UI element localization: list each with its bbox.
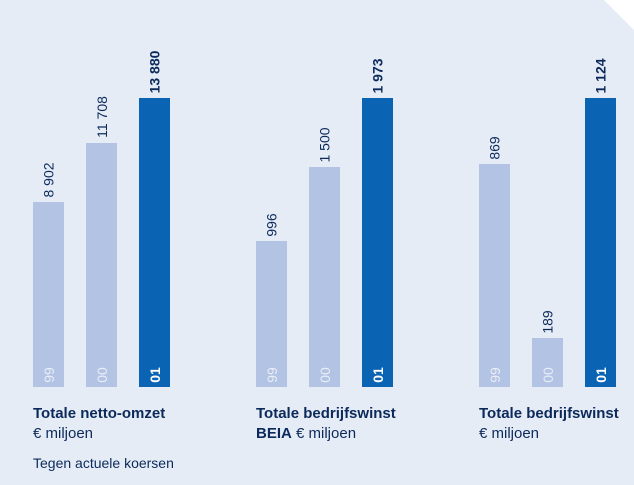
caption-unit: € miljoen [33,425,94,442]
caption-unit: € miljoen [479,425,540,442]
value-label: 996 [263,212,280,237]
year-label: 99 [486,367,503,383]
bar-00 [532,338,563,387]
bar-01 [362,98,393,387]
caption-title: Totale bedrijfswinst [256,405,396,422]
year-label: 00 [93,367,110,383]
value-label: 13 880 [146,50,163,93]
bar-99 [479,164,510,387]
year-label: 99 [263,367,280,383]
caption-netto-omzet: Totale netto-omzet € miljoen [33,404,165,444]
value-label: 11 708 [93,96,110,138]
bar-00 [86,143,117,387]
value-label: 8 902 [40,161,57,198]
value-label: 869 [486,135,503,160]
caption-bedrijfswinst: Totale bedrijfswinst € miljoen [479,404,619,444]
value-label: 1 500 [316,126,333,163]
year-label: 01 [369,367,386,383]
year-label: 01 [592,367,609,383]
value-label: 1 124 [592,57,609,94]
year-label: 00 [316,367,333,383]
caption-title-line2: BEIA [256,425,292,442]
bar-01 [585,98,616,387]
value-label: 1 973 [369,57,386,94]
year-label: 00 [539,367,556,383]
caption-title: Totale bedrijfswinst [479,405,619,422]
caption-title: Totale netto-omzet [33,405,166,422]
bar-99 [33,202,64,387]
year-label: 01 [146,367,163,383]
value-label: 189 [539,309,556,334]
bar-00 [309,167,340,387]
caption-unit: € miljoen [296,425,357,442]
footnote: Tegen actuele koersen [33,455,174,471]
year-label: 99 [40,367,57,383]
bar-01 [139,98,170,387]
bar-99 [256,241,287,387]
caption-bedrijfswinst-beia: Totale bedrijfswinst BEIA € miljoen [256,404,396,444]
